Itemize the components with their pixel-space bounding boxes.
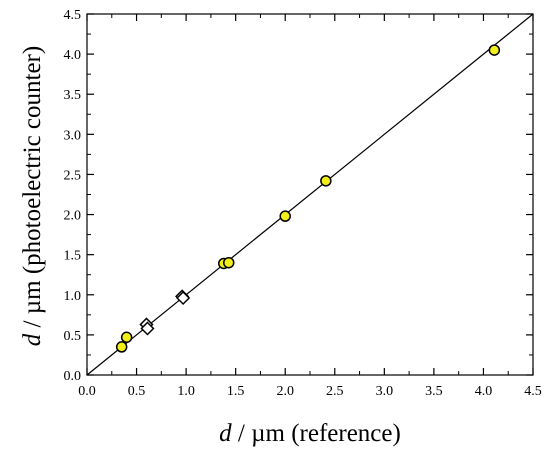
x-tick-label: 0.5	[128, 384, 146, 399]
y-tick-label: 4.0	[64, 48, 82, 63]
x-tick-label: 4.0	[475, 384, 493, 399]
y-tick-label: 1.0	[64, 289, 82, 304]
circle-data-point	[115, 341, 128, 353]
y-tick-label: 2.5	[64, 168, 82, 183]
x-tick-label: 1.0	[177, 384, 195, 399]
circle-data-point	[279, 210, 291, 222]
x-axis-title-text: / µm (reference)	[232, 420, 401, 447]
y-tick-label: 0.5	[64, 329, 82, 344]
y-tick-label: 3.0	[64, 128, 82, 143]
y-tick-label: 0.0	[64, 369, 82, 384]
x-tick-label: 3.5	[425, 384, 443, 399]
circle-data-point	[120, 331, 133, 344]
identity-line	[86, 13, 534, 376]
y-tick-label: 3.5	[64, 88, 82, 103]
x-tick-label: 1.5	[227, 384, 245, 399]
y-axis-title-symbol: d	[19, 333, 46, 346]
circle-data-point	[488, 44, 501, 56]
y-tick-label: 1.5	[64, 249, 82, 264]
diamond-data-point	[140, 321, 155, 336]
x-tick-label: 3.0	[376, 384, 394, 399]
x-tick-label: 4.5	[524, 384, 542, 399]
y-tick-label: 4.5	[64, 8, 82, 23]
x-tick-label: 2.0	[276, 384, 294, 399]
y-axis-title-text: / µm (photoelectric counter)	[19, 46, 46, 334]
circle-data-point	[320, 175, 332, 187]
x-axis-title-symbol: d	[219, 420, 232, 447]
y-axis-title: d / µm (photoelectric counter)	[19, 46, 46, 346]
x-tick-label: 0.0	[78, 384, 96, 399]
x-tick-label: 2.5	[326, 384, 344, 399]
y-tick-label: 2.0	[64, 209, 82, 224]
circle-data-point	[222, 256, 235, 269]
diamond-data-point	[176, 290, 191, 306]
x-axis-title: d / µm (reference)	[219, 420, 401, 447]
